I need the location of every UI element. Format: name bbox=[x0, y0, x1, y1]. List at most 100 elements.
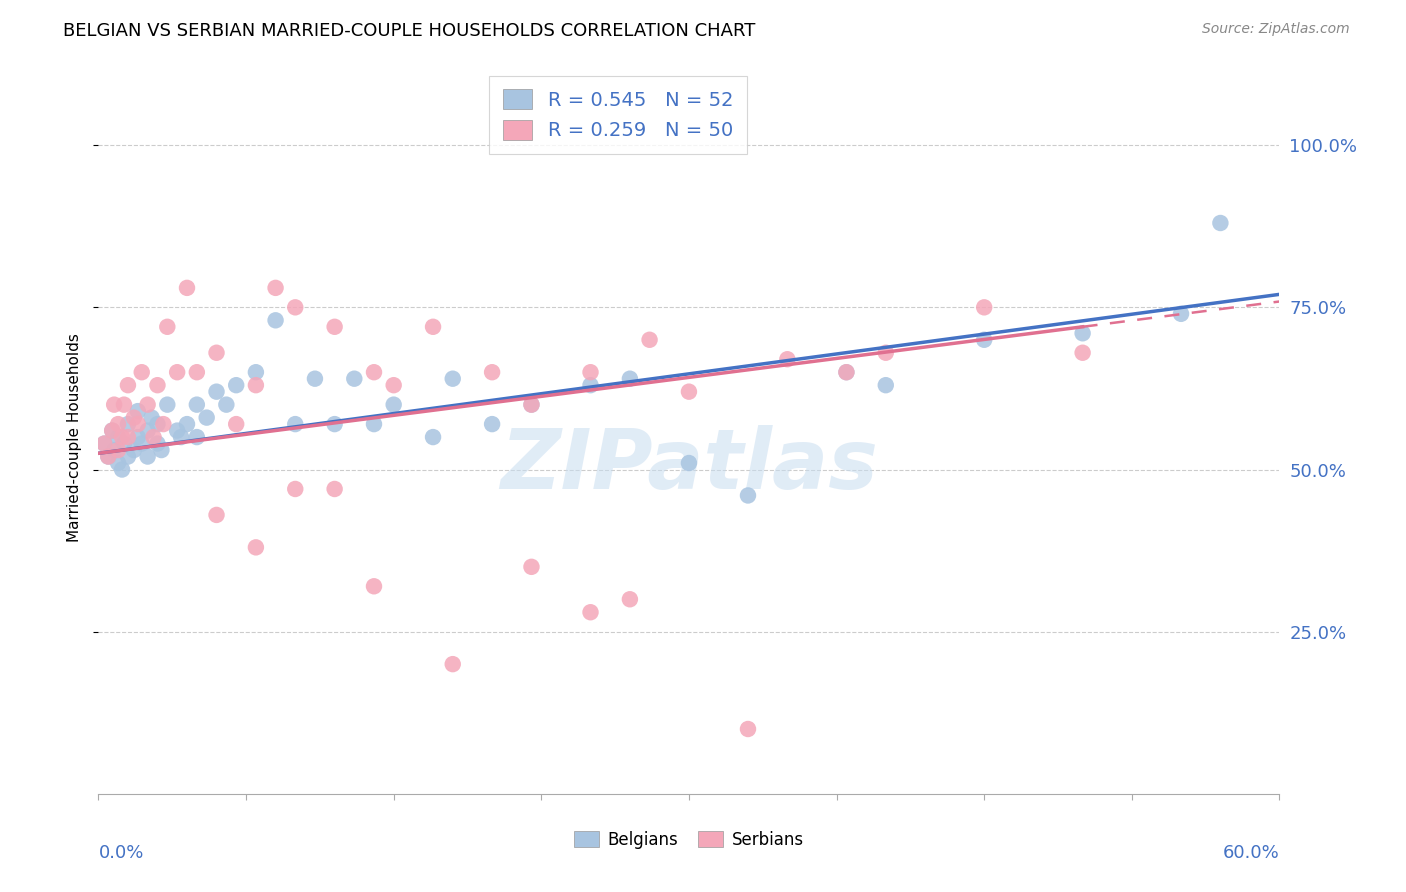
Point bbox=[205, 384, 228, 399]
Point bbox=[245, 365, 267, 379]
Point bbox=[136, 424, 159, 438]
Point bbox=[136, 398, 159, 412]
Point bbox=[166, 365, 188, 379]
Point bbox=[122, 410, 145, 425]
Point bbox=[176, 417, 198, 431]
Point bbox=[93, 436, 115, 450]
Point bbox=[875, 378, 897, 392]
Point bbox=[323, 417, 346, 431]
Point bbox=[737, 722, 759, 736]
Point bbox=[205, 345, 228, 359]
Point bbox=[131, 365, 153, 379]
Point bbox=[111, 462, 134, 476]
Point bbox=[107, 417, 129, 431]
Point bbox=[97, 450, 120, 464]
Point bbox=[186, 365, 208, 379]
Point bbox=[107, 430, 129, 444]
Point bbox=[776, 352, 799, 367]
Point bbox=[678, 456, 700, 470]
Point bbox=[323, 482, 346, 496]
Point bbox=[481, 365, 503, 379]
Point bbox=[835, 365, 858, 379]
Point bbox=[363, 417, 385, 431]
Point bbox=[131, 436, 153, 450]
Point bbox=[382, 398, 405, 412]
Text: Source: ZipAtlas.com: Source: ZipAtlas.com bbox=[1202, 22, 1350, 37]
Point bbox=[1209, 216, 1232, 230]
Point bbox=[1071, 326, 1094, 341]
Point bbox=[186, 430, 208, 444]
Point bbox=[112, 398, 135, 412]
Point bbox=[150, 443, 173, 458]
Point bbox=[176, 281, 198, 295]
Point bbox=[122, 443, 145, 458]
Point bbox=[156, 319, 179, 334]
Point bbox=[973, 301, 995, 315]
Point bbox=[343, 372, 366, 386]
Point bbox=[215, 398, 238, 412]
Point bbox=[117, 378, 139, 392]
Point bbox=[422, 319, 444, 334]
Point bbox=[142, 430, 165, 444]
Point bbox=[481, 417, 503, 431]
Point bbox=[422, 430, 444, 444]
Point bbox=[323, 319, 346, 334]
Point bbox=[146, 436, 169, 450]
Point bbox=[441, 657, 464, 672]
Point bbox=[170, 430, 193, 444]
Point bbox=[284, 482, 307, 496]
Point bbox=[520, 559, 543, 574]
Point bbox=[111, 430, 134, 444]
Point bbox=[363, 579, 385, 593]
Point bbox=[205, 508, 228, 522]
Point bbox=[264, 281, 287, 295]
Y-axis label: Married-couple Households: Married-couple Households bbox=[67, 333, 83, 541]
Point bbox=[186, 398, 208, 412]
Point bbox=[225, 378, 247, 392]
Point bbox=[875, 345, 897, 359]
Point bbox=[520, 398, 543, 412]
Text: BELGIAN VS SERBIAN MARRIED-COUPLE HOUSEHOLDS CORRELATION CHART: BELGIAN VS SERBIAN MARRIED-COUPLE HOUSEH… bbox=[63, 22, 755, 40]
Point bbox=[245, 541, 267, 555]
Point bbox=[103, 398, 125, 412]
Point bbox=[520, 398, 543, 412]
Point bbox=[152, 417, 174, 431]
Point bbox=[363, 365, 385, 379]
Point bbox=[264, 313, 287, 327]
Point bbox=[1071, 345, 1094, 359]
Point bbox=[117, 450, 139, 464]
Point bbox=[835, 365, 858, 379]
Point bbox=[284, 301, 307, 315]
Point bbox=[737, 488, 759, 502]
Point bbox=[146, 378, 169, 392]
Point bbox=[112, 436, 135, 450]
Point bbox=[195, 410, 218, 425]
Legend: Belgians, Serbians: Belgians, Serbians bbox=[565, 822, 813, 857]
Point bbox=[1170, 307, 1192, 321]
Text: ZIPatlas: ZIPatlas bbox=[501, 425, 877, 506]
Point bbox=[166, 424, 188, 438]
Point bbox=[101, 424, 124, 438]
Point bbox=[156, 398, 179, 412]
Point bbox=[382, 378, 405, 392]
Point bbox=[146, 417, 169, 431]
Point bbox=[638, 333, 661, 347]
Point bbox=[225, 417, 247, 431]
Point bbox=[141, 410, 163, 425]
Point bbox=[117, 430, 139, 444]
Point bbox=[441, 372, 464, 386]
Point bbox=[136, 450, 159, 464]
Point bbox=[304, 372, 326, 386]
Point bbox=[678, 384, 700, 399]
Point bbox=[127, 417, 149, 431]
Point bbox=[127, 430, 149, 444]
Point bbox=[101, 424, 124, 438]
Point bbox=[284, 417, 307, 431]
Point bbox=[97, 450, 120, 464]
Point bbox=[103, 443, 125, 458]
Point bbox=[619, 372, 641, 386]
Text: 60.0%: 60.0% bbox=[1223, 844, 1279, 862]
Point bbox=[107, 443, 129, 458]
Point bbox=[619, 592, 641, 607]
Point bbox=[579, 605, 602, 619]
